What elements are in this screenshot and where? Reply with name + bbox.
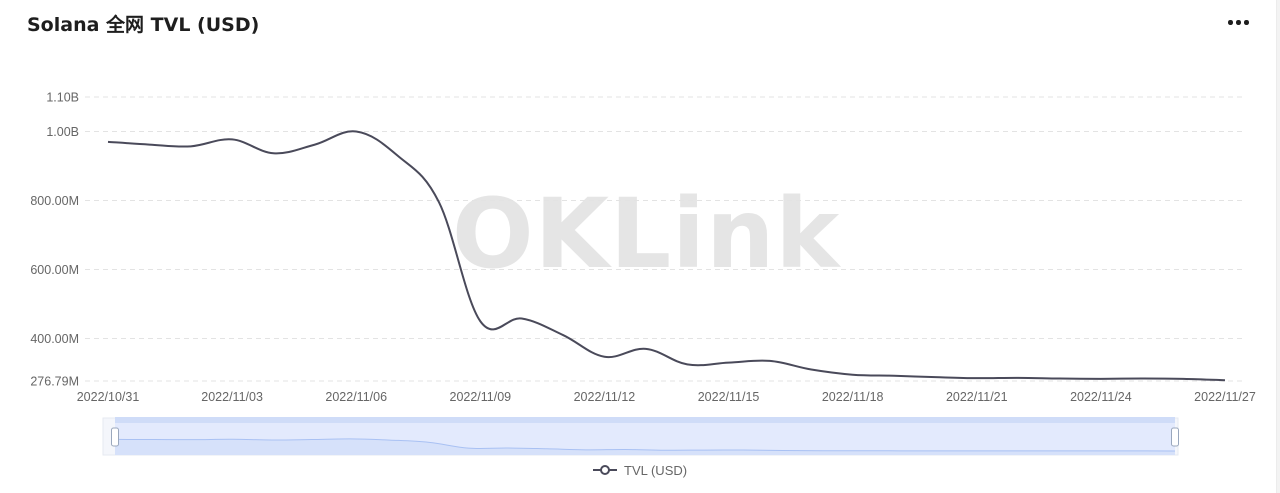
x-tick-label: 2022/11/06: [325, 390, 387, 404]
x-tick-label: 2022/11/15: [698, 390, 760, 404]
zoom-line: [114, 438, 1176, 452]
x-tick-label: 2022/11/12: [574, 390, 636, 404]
zoom-handle-left[interactable]: [111, 427, 119, 447]
x-tick-label: 2022/11/09: [450, 390, 512, 404]
y-tick-label: 276.79M: [30, 375, 79, 389]
x-tick-label: 2022/11/18: [822, 390, 884, 404]
y-tick-label: 1.00B: [46, 125, 79, 139]
y-axis-labels: 276.79M 400.00M 600.00M 800.00M 1.00B 1.10B: [30, 91, 79, 389]
y-tick-label: 800.00M: [30, 194, 79, 208]
x-tick-label: 2022/10/31: [77, 390, 140, 404]
legend-label: TVL (USD): [624, 462, 688, 478]
y-tick-label: 600.00M: [30, 263, 79, 277]
series-line-tvl: [107, 130, 1226, 382]
x-tick-label: 2022/11/21: [946, 390, 1008, 404]
series-layer: [107, 130, 1226, 382]
x-axis-labels: 2022/10/31 2022/11/03 2022/11/06 2022/11/09…: [77, 390, 1256, 404]
chart-title: Solana 全网 TVL (USD): [27, 14, 260, 36]
x-tick-label: 2022/11/24: [1070, 390, 1132, 404]
x-tick-label: 2022/11/27: [1194, 390, 1256, 404]
grid-lines: [85, 96, 1245, 382]
legend-item-tvl[interactable]: TVL (USD): [592, 462, 687, 478]
more-dots-icon[interactable]: [1224, 8, 1252, 34]
y-tick-label: 400.00M: [30, 332, 79, 346]
zoom-top-bar: [115, 417, 1175, 423]
data-zoom-slider: [102, 417, 1179, 456]
x-tick-label: 2022/11/03: [201, 390, 263, 404]
watermark: OKLink: [452, 178, 841, 290]
y-tick-label: 1.10B: [46, 91, 79, 105]
legend-line-icon: [593, 465, 617, 475]
zoom-handle-right[interactable]: [1171, 427, 1179, 447]
